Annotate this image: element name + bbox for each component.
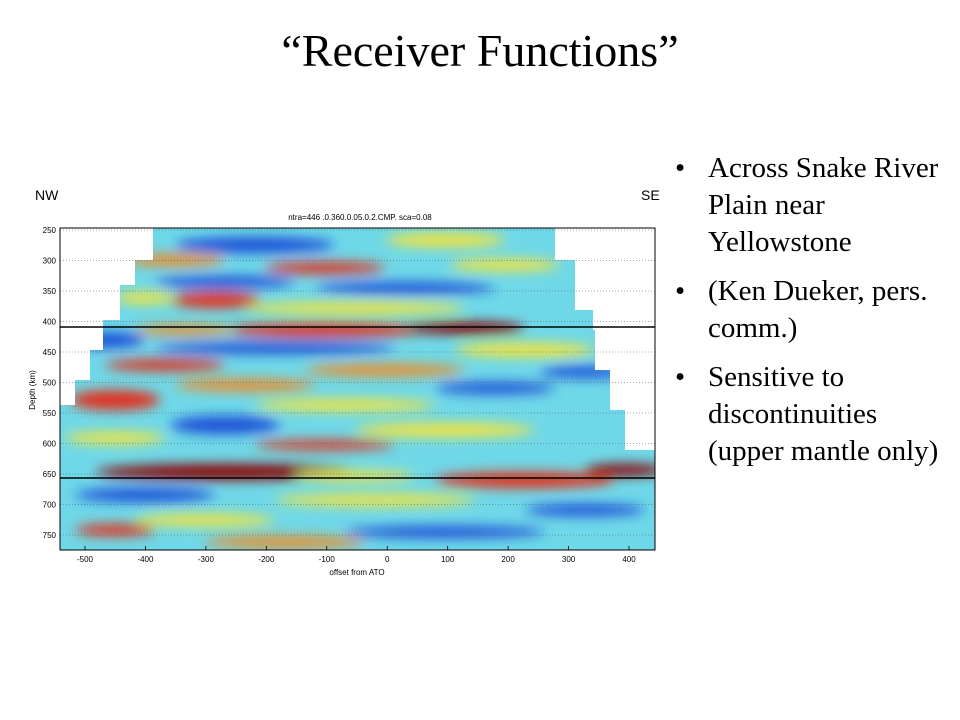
y-tick-label: 500	[43, 379, 57, 388]
bullet-dot: •	[675, 275, 686, 307]
y-tick-label: 650	[43, 470, 57, 479]
x-tick-label: -300	[198, 555, 215, 564]
bullet-text: Across Snake River Plain near Yellowston…	[708, 152, 939, 258]
receiver-function-image	[60, 228, 655, 550]
plot-frame	[59, 227, 656, 551]
x-axis-ticks: -500 -400 -300 -200 -100 0 100 200 300 400	[77, 546, 636, 564]
x-axis-label: offset from ATO	[329, 568, 384, 577]
x-tick-label: -100	[319, 555, 336, 564]
y-axis-ticks: 250 300 350 400 450 500 550 600 650 700 750	[43, 226, 57, 540]
x-tick-label: 400	[622, 555, 636, 564]
y-tick-label: 400	[43, 318, 57, 327]
slide-title: “Receiver Functions”	[281, 25, 679, 76]
y-tick-label: 250	[43, 226, 57, 235]
bullet-dot: •	[675, 152, 686, 184]
bullet-item: • (Ken Dueker, pers. comm.)	[675, 273, 955, 347]
bullet-text: Sensitive to discontinuities (upper mant…	[708, 361, 939, 467]
y-tick-label: 550	[43, 409, 57, 418]
y-axis-label: Depth (km)	[28, 370, 37, 410]
x-tick-label: 200	[501, 555, 515, 564]
bullet-text: (Ken Dueker, pers. comm.)	[708, 275, 928, 344]
bullet-dot: •	[675, 361, 686, 393]
x-tick-label: -200	[258, 555, 275, 564]
se-label: SE	[641, 187, 660, 203]
bullet-item: • Across Snake River Plain near Yellowsto…	[675, 150, 955, 261]
y-tick-label: 700	[43, 501, 57, 510]
x-tick-label: -500	[77, 555, 94, 564]
depth-section-plot: NW SE ntra=446 .0.360.0.05.0.2.CMP. sca=…	[28, 187, 660, 577]
x-tick-label: 100	[441, 555, 455, 564]
nw-label: NW	[35, 187, 59, 203]
y-tick-label: 600	[43, 440, 57, 449]
y-tick-label: 300	[43, 257, 57, 266]
plot-header: ntra=446 .0.360.0.05.0.2.CMP. sca=0.08	[288, 213, 432, 222]
y-tick-label: 350	[43, 287, 57, 296]
y-tick-label: 750	[43, 531, 57, 540]
x-tick-label: 300	[562, 555, 576, 564]
y-tick-label: 450	[43, 348, 57, 357]
bullet-list: • Across Snake River Plain near Yellowsto…	[675, 150, 955, 482]
bullet-item: • Sensitive to discontinuities (upper man…	[675, 359, 955, 470]
depth-gridlines	[60, 229, 655, 536]
receiver-function-figure: NW SE ntra=446 .0.360.0.05.0.2.CMP. sca=…	[25, 180, 670, 580]
x-tick-label: 0	[385, 555, 390, 564]
x-tick-label: -400	[137, 555, 154, 564]
